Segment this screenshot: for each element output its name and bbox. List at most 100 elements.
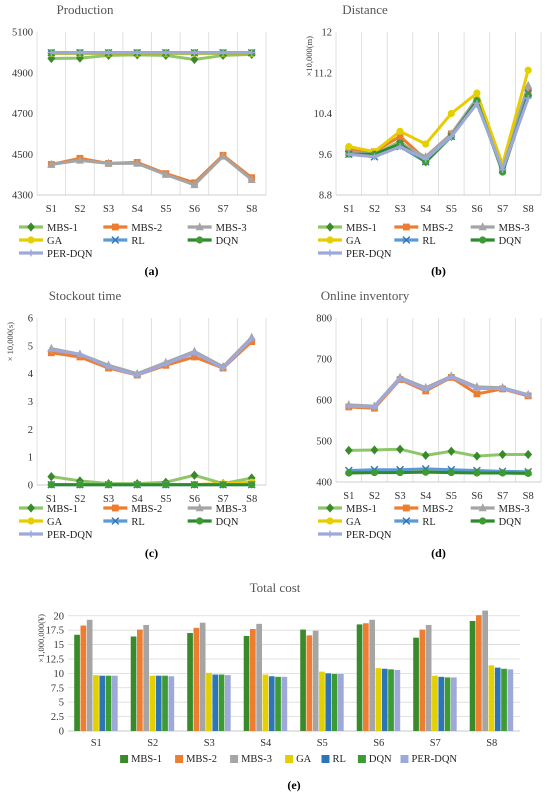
legend-marker	[402, 223, 410, 231]
x-tick-label: S3	[395, 491, 406, 502]
data-point	[47, 159, 56, 168]
data-point	[247, 174, 256, 184]
data-point	[524, 80, 533, 89]
series-PER-DQN	[47, 49, 256, 56]
x-tick-label: S3	[103, 204, 114, 215]
x-tick-label: S5	[160, 494, 171, 505]
data-point	[161, 169, 170, 178]
legend-swatch	[357, 755, 366, 763]
bar	[325, 673, 332, 731]
y-tick-label: 8.8	[319, 191, 332, 202]
legend-marker	[326, 517, 334, 525]
bar	[381, 668, 388, 731]
data-point	[524, 66, 532, 74]
bar	[86, 619, 93, 731]
series-line	[348, 97, 530, 172]
legend-label: MBS-1	[47, 504, 78, 515]
x-tick-label: S6	[189, 204, 200, 215]
data-point	[371, 403, 378, 411]
legend-item: MBS-2	[103, 223, 162, 234]
series-PER-DQN	[111, 669, 514, 731]
legend-item: DQN	[187, 517, 239, 528]
y-tick-label: 4500	[12, 150, 33, 161]
series-line	[348, 467, 529, 474]
legend-label: PER-DQN	[346, 530, 392, 541]
y-tick-label: 11.2	[314, 68, 332, 79]
legend-label: MBS-1	[346, 504, 377, 515]
chart-b: Distance ×10,000(m) 8.8 9.6 10.4 11.2 12 S1 S2 S3…	[304, 2, 542, 278]
bar	[212, 674, 219, 731]
bar	[482, 610, 489, 731]
x-tick-label: S6	[373, 738, 384, 749]
data-point	[499, 166, 506, 173]
legend-marker	[111, 223, 119, 231]
data-point	[105, 49, 112, 56]
legend-label: MBS-1	[131, 754, 162, 765]
data-point	[248, 49, 256, 56]
data-point	[473, 469, 481, 477]
data-point	[422, 468, 430, 476]
bar	[337, 673, 344, 731]
series-DQN	[105, 668, 507, 731]
data-point	[248, 481, 256, 489]
bar	[218, 674, 225, 731]
x-tick-label: S7	[218, 494, 229, 505]
legend-item: PER-DQN	[19, 530, 93, 541]
legend-item: MBS-3	[470, 222, 530, 234]
legend-marker	[111, 236, 120, 244]
bar	[262, 674, 269, 731]
bar	[193, 627, 200, 731]
bar	[187, 633, 193, 731]
legend-label: PER-DQN	[47, 530, 93, 541]
data-point	[162, 481, 170, 489]
y-tick-label: 3	[28, 397, 33, 408]
data-point	[447, 373, 455, 381]
x-tick-label: S8	[246, 204, 257, 215]
bar	[149, 675, 156, 731]
series-MBS-2	[80, 615, 482, 731]
bar	[93, 675, 99, 731]
legend-marker	[111, 517, 120, 525]
bar	[80, 625, 87, 731]
legend-marker	[27, 222, 35, 232]
legend-item: GA	[318, 236, 362, 247]
bar	[425, 624, 432, 731]
data-point	[473, 451, 481, 461]
legend-item: RL	[394, 236, 436, 247]
bar	[319, 671, 325, 731]
chart-title: Production	[56, 2, 114, 17]
legend-marker	[326, 530, 334, 538]
data-point	[345, 150, 353, 158]
bar	[507, 669, 514, 731]
bar	[99, 675, 106, 731]
y-tick-label: 4	[28, 369, 34, 380]
x-tick-label: S7	[430, 738, 441, 749]
y-tick-label: 2.5	[51, 712, 64, 723]
legend-label: PER-DQN	[412, 754, 458, 765]
legend-label: DQN	[499, 517, 522, 528]
bar	[419, 629, 426, 731]
x-tick-label: S3	[204, 738, 215, 749]
x-tick-label: S1	[343, 491, 354, 502]
data-point	[447, 133, 455, 140]
data-point	[421, 450, 430, 460]
data-point	[76, 481, 84, 489]
bar	[256, 623, 263, 731]
legend-label: MBS-3	[499, 504, 530, 515]
series-line	[51, 337, 253, 377]
data-point	[371, 153, 378, 161]
x-tick-label: S1	[46, 204, 57, 215]
y-tick-label: 4900	[12, 68, 33, 79]
legend-swatch	[285, 755, 294, 763]
data-point	[248, 335, 256, 343]
data-point	[75, 155, 84, 164]
data-point	[396, 127, 404, 135]
y-tick-label: 800	[316, 314, 332, 325]
y-unit-label: × 10,000(s)	[5, 322, 15, 361]
bar	[375, 668, 382, 731]
data-point	[524, 449, 533, 460]
legend-marker	[27, 236, 35, 244]
legend-label: GA	[346, 236, 362, 247]
legend-item: MBS-3	[230, 754, 272, 765]
legend-item: MBS-2	[103, 504, 162, 515]
